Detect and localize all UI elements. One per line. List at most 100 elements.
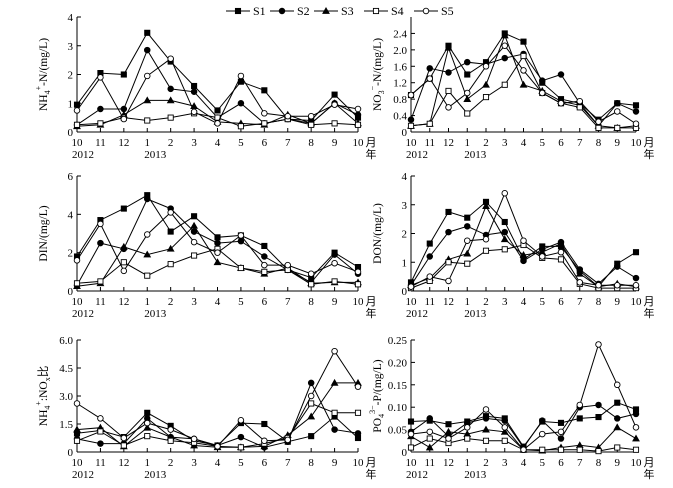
x-tick-label: 5 (238, 137, 244, 149)
data-point (331, 347, 338, 355)
data-point (426, 65, 434, 72)
data-point (539, 417, 546, 424)
data-point (354, 409, 362, 416)
data-point (120, 434, 128, 442)
x-tick-label: 12 (443, 137, 454, 149)
series-s2 (407, 401, 640, 451)
y-tick-label: 0.8 (393, 94, 407, 106)
data-point (120, 71, 127, 78)
data-point (167, 55, 174, 62)
y-tick-label: 0.10 (388, 402, 408, 414)
data-point (557, 435, 565, 442)
x-tick-label: 11 (424, 457, 435, 469)
x-tick-label: 8 (596, 137, 602, 149)
data-point (445, 277, 452, 285)
data-point (595, 118, 602, 125)
data-point (237, 433, 245, 441)
data-point (214, 239, 221, 247)
data-point (557, 419, 565, 426)
data-point (520, 257, 527, 265)
data-point (426, 435, 433, 442)
x-tick-label: 1 (465, 296, 471, 308)
data-point (73, 425, 81, 433)
y-axis-label: NH4+-N/(mg/L) (34, 38, 52, 111)
data-point (501, 246, 508, 253)
y-tick-label: 4.5 (59, 363, 73, 375)
series-s5 (73, 209, 362, 278)
data-point (426, 75, 434, 82)
y-tick-label: 0 (68, 447, 74, 459)
x-tick-label: 9 (615, 457, 621, 469)
data-point (331, 101, 338, 108)
series-line (76, 57, 359, 125)
data-point (120, 442, 127, 449)
year-label-2012: 2012 (72, 149, 94, 161)
data-point (143, 250, 152, 258)
x-unit-month: 月 (644, 137, 655, 149)
y-tick-label: 0 (68, 286, 74, 298)
data-point (97, 105, 104, 113)
year-label-2012: 2012 (406, 469, 428, 481)
data-point (73, 121, 81, 128)
data-point (144, 272, 151, 279)
legend-label: S1 (253, 4, 266, 18)
y-tick-label: 0.4 (393, 111, 407, 123)
x-tick-label: 9 (332, 296, 338, 308)
data-point (539, 77, 546, 84)
data-point (214, 249, 221, 256)
data-point (284, 112, 292, 120)
series-s5 (73, 55, 362, 127)
y-tick-label: 1.6 (393, 61, 407, 73)
data-point (632, 424, 640, 431)
y-tick-label: 1.2 (393, 78, 407, 90)
x-tick-label: 9 (332, 137, 338, 149)
data-point (614, 282, 621, 289)
x-tick-label: 12 (118, 457, 129, 469)
y-tick-label: 2 (402, 229, 408, 241)
series-s5 (407, 42, 640, 128)
x-tick-label: 3 (191, 137, 197, 149)
data-point (214, 107, 221, 114)
x-tick-label: 10 (72, 457, 84, 469)
data-point (407, 444, 415, 451)
data-point (407, 91, 415, 99)
data-point (191, 82, 198, 90)
year-label-2012: 2012 (406, 149, 428, 161)
data-point (520, 67, 527, 74)
year-label-2012: 2012 (72, 469, 94, 481)
x-tick-label: 6 (558, 296, 564, 308)
data-point (354, 383, 362, 390)
data-point (237, 237, 245, 245)
x-unit-year: 年 (366, 467, 377, 481)
x-tick-label: 9 (615, 137, 621, 149)
x-tick-label: 5 (238, 457, 244, 469)
y-axis-label: DON/(mg/L) (372, 203, 384, 264)
data-point (539, 446, 546, 453)
data-point (557, 428, 565, 436)
x-tick-label: 11 (424, 137, 435, 149)
data-point (632, 102, 640, 109)
legend-item-s3: S3 (314, 4, 354, 18)
data-point (576, 97, 584, 105)
data-point (632, 120, 640, 128)
series-s3 (407, 31, 640, 131)
series-s5 (407, 341, 640, 454)
data-point (445, 87, 452, 94)
x-tick-label: 3 (502, 137, 508, 149)
data-point (464, 110, 471, 117)
data-point (464, 435, 471, 442)
x-tick-label: 10 (353, 296, 365, 308)
data-point (557, 71, 565, 78)
x-tick-label: 4 (521, 457, 527, 469)
data-point (539, 89, 546, 97)
y-tick-label: 2 (68, 70, 74, 82)
data-point (464, 260, 471, 267)
data-point (482, 425, 490, 433)
data-point (614, 124, 621, 131)
data-point (557, 239, 565, 247)
data-point (167, 228, 174, 235)
data-point (482, 247, 490, 254)
x-tick-label: 11 (424, 296, 435, 308)
data-point (307, 112, 315, 120)
